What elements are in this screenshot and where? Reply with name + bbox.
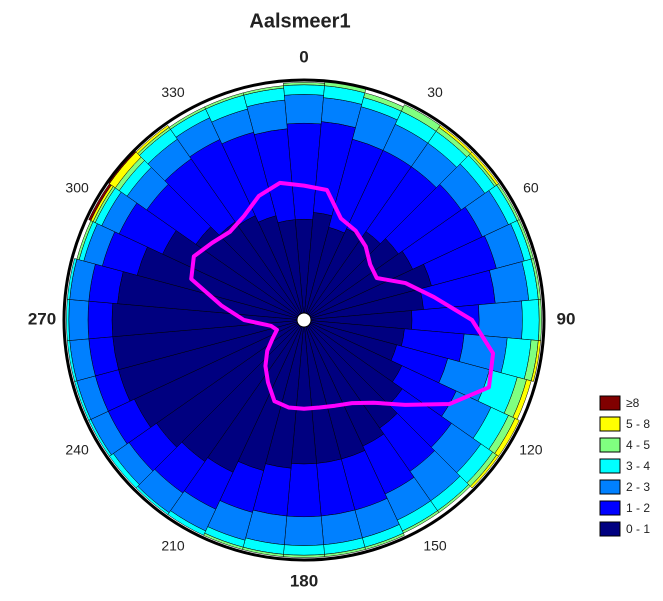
legend-swatch	[599, 416, 621, 432]
wind-segment	[284, 94, 324, 125]
theta-tick-label: 210	[161, 538, 185, 554]
theta-tick-label: 30	[427, 84, 443, 100]
wind-segment	[87, 300, 114, 340]
wind-segment	[286, 463, 322, 518]
wind-segment	[135, 125, 170, 155]
theta-tick-label: 0	[299, 47, 308, 66]
wind-segment	[530, 340, 541, 382]
legend-label: 5 - 8	[626, 417, 650, 431]
wind-segment	[67, 258, 78, 300]
wind-segment	[68, 299, 90, 341]
wind-segment	[242, 85, 284, 96]
legend-swatch	[599, 500, 621, 516]
legend-label: 2 - 3	[626, 480, 650, 494]
theta-tick-label: 120	[519, 442, 543, 458]
center-hole	[296, 312, 312, 328]
legend-label: 3 - 4	[626, 459, 650, 473]
theta-tick-label: 240	[65, 442, 89, 458]
wind-segment	[284, 515, 324, 546]
wind-segment	[469, 454, 499, 489]
legend-label: 4 - 5	[626, 438, 650, 452]
legend-swatch	[599, 458, 621, 474]
outer-circle	[62, 78, 546, 562]
wind-segment	[521, 299, 540, 341]
theta-tick-label: 180	[290, 571, 318, 590]
legend-label: ≥8	[626, 396, 640, 410]
theta-tick-label: 150	[423, 538, 447, 554]
legend-swatch	[599, 395, 621, 411]
legend-label: 1 - 2	[626, 501, 650, 515]
wind-segment	[283, 544, 325, 556]
theta-tick-label: 300	[65, 180, 89, 196]
legend-swatch	[599, 479, 621, 495]
legend-swatch	[599, 521, 621, 537]
legend-label: 0 - 1	[626, 522, 650, 536]
chart-title: Aalsmeer1	[249, 10, 350, 32]
theta-tick-label: 270	[28, 309, 56, 328]
wind-segment	[283, 84, 325, 96]
theta-tick-label: 60	[523, 180, 539, 196]
legend-swatch	[599, 437, 621, 453]
theta-tick-label: 90	[557, 309, 576, 328]
line	[189, 180, 496, 411]
theta-tick-label: 330	[161, 84, 185, 100]
wind-segment	[478, 300, 523, 340]
